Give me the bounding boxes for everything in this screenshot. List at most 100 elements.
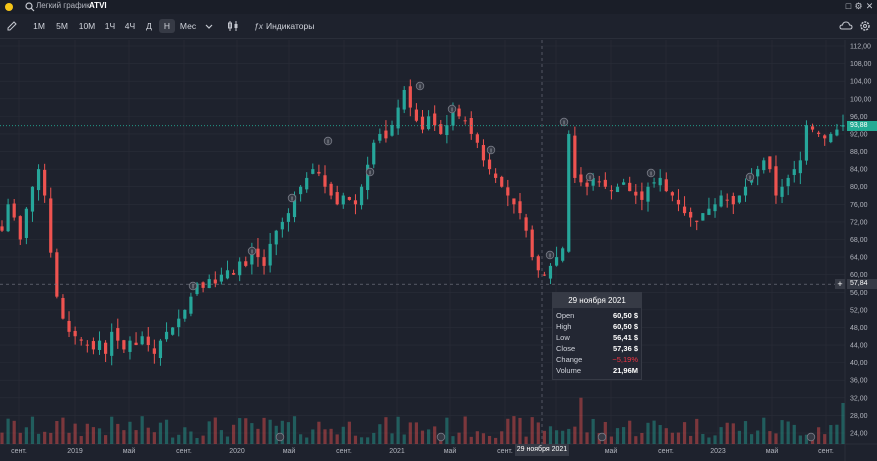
close-icon[interactable]: ✕: [865, 1, 874, 11]
volume-bar: [494, 437, 498, 444]
add-alert-icon[interactable]: +: [835, 279, 845, 289]
candle-body: [305, 177, 309, 190]
volume-bar: [737, 430, 741, 444]
volume-bar: [603, 421, 607, 444]
time-tick-label: май: [444, 447, 457, 455]
candle-body: [85, 344, 89, 346]
volume-bar: [780, 420, 784, 444]
interval-10m-button[interactable]: 10M: [78, 21, 96, 31]
volume-bar: [433, 426, 437, 444]
volume-bar: [67, 432, 71, 444]
volume-bar: [585, 432, 589, 444]
candle-body: [561, 248, 565, 261]
event-marker-icon: [585, 172, 595, 182]
interval-day-button[interactable]: Д: [146, 21, 152, 31]
candle-body: [500, 176, 504, 187]
candle-body: [682, 206, 687, 214]
event-marker-label: I: [419, 84, 421, 90]
event-marker-icon: [323, 136, 333, 146]
candle-body: [743, 186, 748, 196]
interval-week-button[interactable]: Н: [159, 19, 175, 33]
volume-bar: [506, 418, 510, 444]
price-tick-label: 80,00: [850, 184, 868, 191]
candle-body: [18, 216, 22, 240]
candle-body: [341, 195, 345, 205]
candle-body: [670, 192, 674, 196]
price-tick-label: 108,00: [850, 61, 872, 68]
volume-bar: [664, 428, 668, 444]
volume-bar: [116, 423, 120, 444]
candle-body: [231, 273, 236, 275]
volume-bar: [743, 421, 748, 444]
time-tick-label: сент.: [11, 448, 27, 455]
candle-body: [676, 199, 681, 205]
volume-bar: [292, 416, 297, 444]
symbol-name[interactable]: ATVI: [89, 1, 107, 10]
candle-body: [646, 186, 650, 202]
event-marker-icon: [545, 250, 555, 260]
volume-bar: [323, 429, 327, 444]
volume-bar: [719, 427, 723, 444]
volume-bar: [268, 419, 272, 444]
time-tick-label: 2021: [389, 448, 405, 455]
volume-bar: [97, 428, 102, 444]
candle-body: [451, 111, 455, 126]
volume-bar: [104, 435, 108, 444]
interval-5m-button[interactable]: 5M: [56, 21, 68, 31]
volume-bar: [274, 425, 278, 444]
tooltip-date: 29 ноября 2021: [553, 293, 641, 308]
restore-icon[interactable]: □: [845, 1, 852, 11]
candle-body: [823, 135, 827, 139]
chevron-down-icon[interactable]: [201, 18, 217, 34]
volume-bar: [12, 420, 16, 444]
volume-bar: [384, 417, 388, 444]
candle-body: [359, 186, 364, 206]
candle-body: [104, 342, 108, 354]
volume-bar: [256, 428, 260, 444]
interval-1m-button[interactable]: 1M: [33, 21, 45, 31]
dividend-marker-icon: [806, 432, 816, 442]
price-tick-label: 72,00: [850, 219, 868, 226]
search-icon[interactable]: [25, 2, 35, 12]
candle-body: [158, 340, 163, 359]
gear-icon[interactable]: ⚙: [854, 1, 863, 11]
pencil-icon[interactable]: [4, 18, 20, 34]
candle-body: [30, 186, 35, 212]
indicators-button[interactable]: ƒx Индикаторы: [250, 19, 320, 33]
price-tick-label: 52,00: [850, 307, 868, 314]
candle-body: [36, 169, 41, 191]
volume-bar: [762, 417, 766, 444]
volume-bar: [725, 422, 729, 444]
indicators-label: Индикаторы: [265, 21, 315, 31]
volume-bar: [579, 397, 583, 444]
volume-bar: [573, 426, 577, 444]
candle-body: [615, 186, 620, 193]
interval-1h-button[interactable]: 1Ч: [104, 21, 116, 31]
candle-body: [24, 208, 28, 238]
time-tick-label: 2023: [710, 448, 726, 455]
candle-body: [591, 177, 595, 186]
volume-bar: [335, 434, 339, 444]
volume-bar: [225, 436, 230, 444]
candle-body: [658, 177, 662, 186]
event-marker-label: I: [327, 139, 329, 145]
volume-bar: [73, 423, 77, 444]
candle-body: [634, 191, 638, 196]
time-tick-label: 2019: [67, 448, 83, 455]
interval-4h-button[interactable]: 4Ч: [124, 21, 136, 31]
volume-bar: [652, 420, 656, 444]
candle-body: [317, 171, 321, 174]
candle-body: [481, 145, 486, 161]
candle-body: [713, 204, 717, 212]
interval-month-button[interactable]: Мес: [179, 21, 197, 31]
cloud-icon[interactable]: [838, 18, 854, 34]
settings-gear-icon[interactable]: [857, 18, 873, 34]
cursor-price-label: 57,84: [847, 279, 877, 290]
candle-body: [426, 116, 431, 130]
candle-body: [512, 198, 516, 205]
price-chart[interactable]: 112,00 108,00 104,00 100,00 96,00 92,00 88,00 8…: [0, 38, 877, 461]
event-marker-label: I: [589, 175, 591, 181]
candle-body: [262, 257, 266, 266]
candle-body: [494, 173, 498, 178]
chart-type-icon[interactable]: [225, 18, 241, 34]
